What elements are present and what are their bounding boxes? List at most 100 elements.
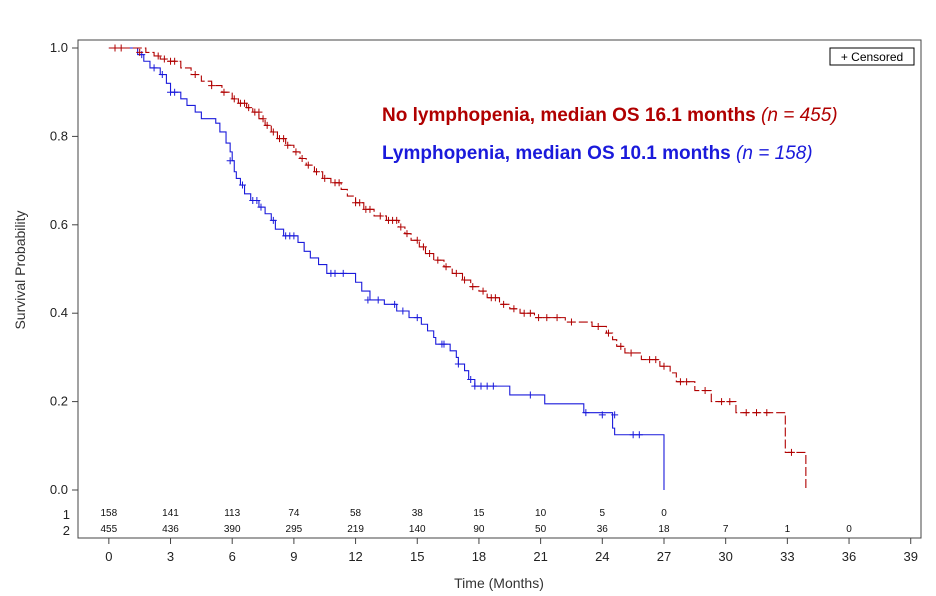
censor-mark — [604, 329, 612, 337]
censor-mark — [598, 411, 606, 419]
censor-mark — [171, 88, 179, 96]
risk-count: 0 — [661, 508, 667, 519]
censor-mark — [374, 296, 382, 304]
censor-mark — [469, 283, 477, 291]
at-risk-table: 1 158 141 113 74 58 38 15 10 5 02 455 436 390 295 219 14… — [63, 507, 852, 538]
risk-count: 90 — [473, 524, 485, 535]
censor-mark — [676, 378, 684, 386]
x-tick-label: 21 — [533, 549, 547, 564]
y-axis: 0.0 0.2 0.4 0.6 0.8 1.0 — [50, 40, 78, 497]
y-tick-label: 0.0 — [50, 482, 68, 497]
censor-mark — [230, 95, 238, 103]
x-tick-label: 36 — [842, 549, 856, 564]
censor-mark — [467, 376, 475, 383]
censor-mark — [627, 349, 635, 357]
censor-mark — [356, 199, 364, 207]
censor-mark — [397, 223, 405, 231]
x-tick-label: 6 — [229, 549, 236, 564]
x-tick-label: 3 — [167, 549, 174, 564]
y-tick-label: 0.2 — [50, 394, 68, 409]
censor-mark — [111, 44, 119, 52]
risk-count: 113 — [224, 508, 240, 519]
censor-mark — [489, 382, 497, 390]
x-tick-label: 12 — [348, 549, 362, 564]
risk-count: 38 — [412, 508, 424, 519]
annotation-lymphopenia-text: Lymphopenia, median OS 10.1 months — [382, 143, 731, 164]
censor-mark — [477, 382, 485, 390]
censor-mark — [245, 104, 253, 112]
censor-mark — [290, 232, 298, 240]
risk-count: 390 — [224, 524, 241, 535]
censor-mark — [220, 88, 228, 96]
curve-1 — [108, 47, 665, 490]
annotation-no-lymphopenia: No lymphopenia, median OS 16.1 months (n… — [382, 105, 838, 126]
censor-mark — [520, 309, 528, 317]
censor-mark — [434, 256, 442, 264]
censor-mark — [413, 236, 421, 244]
risk-count: 140 — [409, 524, 426, 535]
censor-mark — [753, 409, 761, 417]
x-tick-label: 30 — [718, 549, 732, 564]
risk-count: 7 — [723, 524, 729, 535]
risk-count: 74 — [288, 508, 300, 519]
x-tick-label: 33 — [780, 549, 794, 564]
censor-mark — [280, 135, 288, 143]
censor-mark — [567, 318, 575, 326]
censor-mark — [158, 71, 166, 79]
censor-mark — [629, 431, 637, 439]
x-axis: 0 3 6 9 12 15 18 21 24 27 30 33 36 39 — [105, 538, 918, 564]
censor-mark — [510, 305, 518, 313]
x-axis-title: Time (Months) — [454, 575, 544, 591]
censor-mark — [313, 168, 321, 176]
risk-count: 141 — [162, 508, 179, 519]
censor-mark — [726, 398, 734, 406]
censor-mark — [364, 296, 372, 304]
censor-mark — [442, 263, 450, 271]
censor-mark — [136, 48, 144, 56]
risk-row-key: 1 — [63, 507, 70, 522]
censor-mark — [331, 269, 339, 277]
risk-count: 10 — [535, 508, 547, 519]
risk-count: 50 — [535, 524, 547, 535]
censor-mark — [366, 205, 374, 213]
censor-mark — [594, 322, 602, 330]
x-tick-label: 15 — [410, 549, 424, 564]
censor-mark — [718, 398, 726, 406]
risk-count: 1 — [785, 524, 791, 535]
censor-mark — [269, 128, 277, 136]
censor-mark — [526, 391, 534, 399]
censor-mark — [582, 409, 590, 417]
censor-mark — [617, 342, 625, 350]
y-tick-label: 1.0 — [50, 40, 68, 55]
y-tick-label: 0.6 — [50, 217, 68, 232]
y-tick-label: 0.8 — [50, 128, 68, 143]
x-tick-label: 39 — [903, 549, 917, 564]
censor-mark — [208, 82, 216, 90]
x-tick-label: 18 — [472, 549, 486, 564]
censor-mark — [461, 276, 469, 284]
x-tick-label: 27 — [657, 549, 671, 564]
censor-mark — [646, 356, 654, 364]
risk-row-key: 2 — [63, 523, 70, 538]
annotation-no-lymphopenia-n: (n = 455) — [761, 105, 838, 126]
censor-mark — [452, 269, 460, 277]
censor-mark — [226, 157, 234, 165]
censor-mark — [553, 314, 561, 322]
censor-mark — [191, 71, 199, 79]
risk-count: 436 — [162, 524, 179, 535]
censor-mark — [253, 196, 261, 204]
censor-mark — [150, 64, 158, 72]
censor-mark — [403, 230, 411, 238]
censor-mark — [117, 44, 125, 52]
risk-count: 5 — [600, 508, 606, 519]
censor-mark — [543, 314, 551, 322]
censor-marks — [111, 44, 795, 456]
censor-mark — [376, 212, 384, 220]
annotation-lymphopenia-n: (n = 158) — [736, 143, 813, 164]
risk-count: 295 — [286, 524, 303, 535]
censor-mark — [652, 356, 660, 364]
censor-mark — [787, 448, 795, 456]
annotation-no-lymphopenia-text: No lymphopenia, median OS 16.1 months — [382, 105, 756, 126]
annotation-lymphopenia: Lymphopenia, median OS 10.1 months (n = … — [382, 143, 813, 164]
